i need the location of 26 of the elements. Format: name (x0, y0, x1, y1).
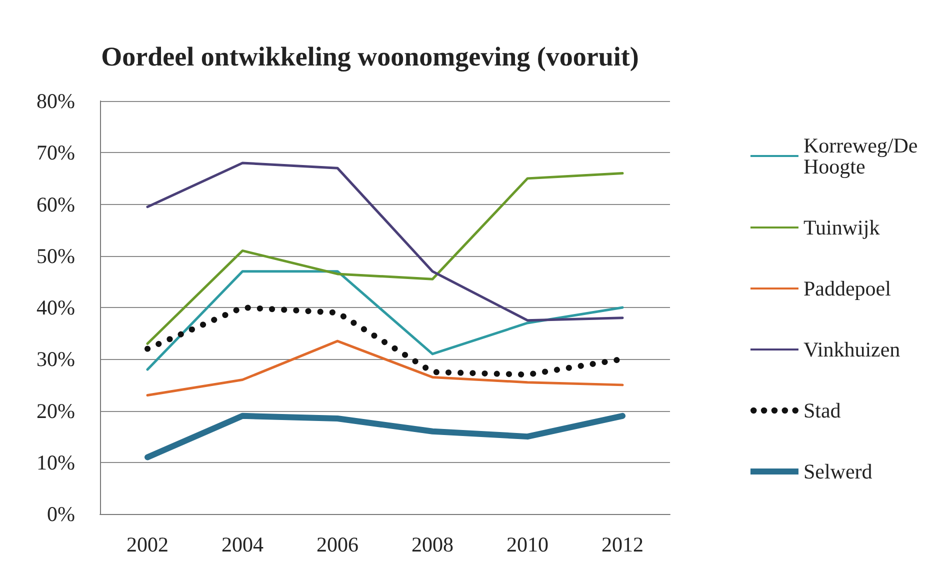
y-tick-label: 70% (36, 140, 75, 165)
y-tick-label: 0% (47, 502, 75, 526)
line-series (146, 340, 624, 397)
y-tick-label: 40% (36, 296, 75, 320)
legend-label: Selwerd (803, 460, 873, 484)
y-tick-label: 80% (36, 89, 75, 113)
y-tick-label: 60% (36, 192, 75, 216)
legend-label: Korreweg/De Hoogte (803, 134, 923, 178)
line-series (146, 162, 624, 322)
legend-label: Tuinwijk (803, 216, 880, 240)
x-tick-label: 2010 (506, 532, 548, 556)
x-tick-label: 2002 (126, 532, 168, 556)
x-tick-label: 2012 (602, 532, 644, 556)
line-series (146, 270, 624, 371)
x-tick-label: 2006 (316, 532, 358, 556)
line-series (146, 172, 624, 345)
y-tick-label: 30% (36, 347, 75, 372)
legend-label: Stad (803, 398, 842, 422)
x-tick-label: 2008 (412, 532, 454, 556)
legend-label: Paddepoel (803, 276, 892, 300)
y-tick-label: 10% (36, 450, 75, 474)
y-tick-label: 50% (36, 244, 75, 268)
chart-title: Oordeel ontwikkeling woonomgeving (vooruit) (101, 42, 639, 72)
y-tick-label: 20% (36, 398, 75, 423)
legend-label: Vinkhuizen (803, 338, 901, 362)
x-tick-label: 2004 (222, 532, 264, 556)
